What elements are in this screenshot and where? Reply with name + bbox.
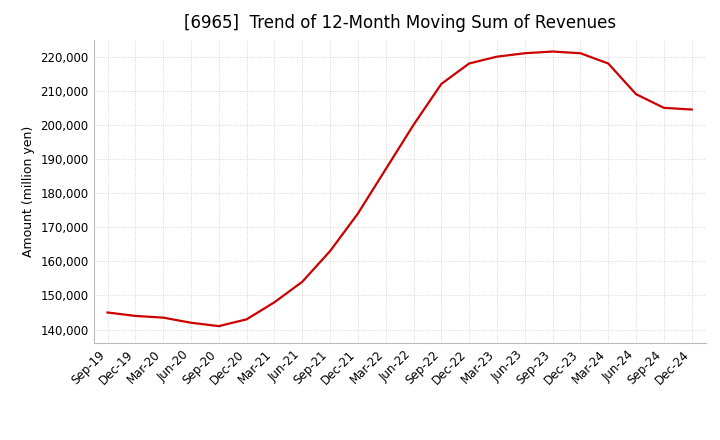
Y-axis label: Amount (million yen): Amount (million yen) [22, 126, 35, 257]
Title: [6965]  Trend of 12-Month Moving Sum of Revenues: [6965] Trend of 12-Month Moving Sum of R… [184, 15, 616, 33]
